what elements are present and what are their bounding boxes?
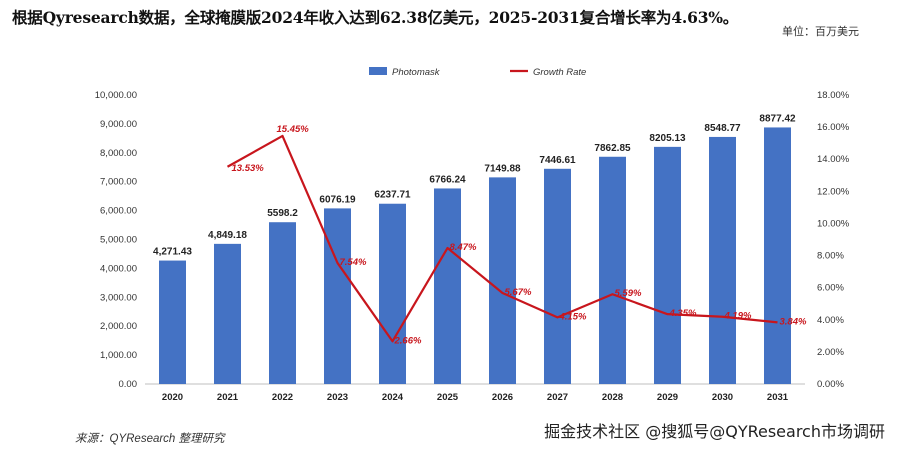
left-axis-tick-label: 0.00 [119, 379, 138, 390]
left-axis-tick-label: 3,000.00 [100, 292, 137, 303]
right-axis-tick-label: 16.00% [817, 122, 850, 133]
legend-swatch-photomask [369, 67, 387, 75]
x-axis-tick-label: 2020 [162, 392, 183, 403]
x-axis-tick-label: 2024 [382, 392, 404, 403]
left-axis-tick-label: 10,000.00 [95, 90, 137, 101]
left-axis-tick-label: 6,000.00 [100, 206, 137, 217]
line-value-label: 4.15% [559, 311, 587, 322]
bar-photomask [159, 260, 186, 384]
bar-value-label: 7149.88 [484, 163, 521, 174]
x-axis-tick-label: 2030 [712, 392, 733, 403]
line-value-label: 7.54% [340, 257, 367, 268]
x-axis-tick-label: 2031 [767, 392, 789, 403]
bar-photomask [599, 156, 626, 384]
right-axis-tick-label: 10.00% [817, 218, 850, 229]
x-axis-tick-label: 2022 [272, 392, 293, 403]
x-axis-tick-label: 2026 [492, 392, 513, 403]
line-value-label: 15.45% [277, 124, 310, 135]
x-axis-tick-label: 2021 [217, 392, 239, 403]
bar-value-label: 7862.85 [594, 143, 631, 154]
bar-photomask [544, 168, 571, 384]
source-label: 来源：QYResearch 整理研究 [75, 433, 225, 445]
bar-photomask [379, 203, 406, 384]
x-axis-tick-label: 2023 [327, 392, 348, 403]
left-axis-tick-label: 8,000.00 [100, 148, 137, 159]
page-title: 根据Qyresearch数据，全球掩膜版2024年收入达到62.38亿美元，20… [12, 8, 739, 27]
right-axis-tick-label: 14.00% [817, 154, 850, 165]
bar-value-label: 5598.2 [267, 208, 298, 219]
left-axis-tick-label: 2,000.00 [100, 321, 137, 332]
bar-value-label: 6076.19 [319, 194, 356, 205]
left-axis-tick-label: 9,000.00 [100, 119, 137, 130]
line-value-label: 4.19% [724, 311, 752, 322]
bar-value-label: 7446.61 [539, 155, 576, 166]
bar-value-label: 8548.77 [704, 123, 741, 134]
line-value-label: 3.84% [780, 316, 807, 327]
right-axis-tick-label: 18.00% [817, 90, 850, 101]
bar-photomask [269, 222, 296, 384]
line-value-label: 5.67% [505, 287, 532, 298]
right-axis-tick-label: 0.00% [817, 379, 844, 390]
right-axis-tick-label: 2.00% [817, 347, 844, 358]
bar-value-label: 6766.24 [429, 174, 466, 185]
watermark: 掘金技术社区 @搜狐号@QYResearch市场调研 [544, 422, 885, 441]
bar-value-label: 8877.42 [759, 113, 796, 124]
line-value-label: 13.53% [232, 163, 265, 174]
bar-photomask [764, 127, 791, 384]
legend-label-growth-rate: Growth Rate [533, 67, 586, 78]
x-axis-tick-label: 2025 [437, 392, 459, 403]
left-axis-tick-label: 7,000.00 [100, 177, 137, 188]
bar-photomask [434, 188, 461, 384]
bar-value-label: 4,849.18 [208, 230, 247, 241]
x-axis-tick-label: 2028 [602, 392, 623, 403]
right-axis-tick-label: 12.00% [817, 186, 850, 197]
bar-photomask [324, 208, 351, 384]
x-axis-tick-label: 2027 [547, 392, 568, 403]
line-value-label: 5.59% [615, 288, 642, 299]
right-axis-tick-label: 4.00% [817, 315, 844, 326]
line-value-label: 2.66% [394, 335, 422, 346]
left-axis-tick-label: 4,000.00 [100, 263, 137, 274]
line-growth-rate [226, 134, 778, 343]
left-axis-tick-label: 1,000.00 [100, 350, 137, 361]
bar-photomask [654, 146, 681, 384]
bar-value-label: 4,271.43 [153, 247, 192, 258]
x-axis-tick-label: 2029 [657, 392, 678, 403]
left-axis-tick-label: 5,000.00 [100, 235, 137, 246]
line-value-label: 4.35% [669, 308, 697, 319]
bar-photomask [489, 177, 516, 384]
bar-photomask [709, 136, 736, 384]
unit-label: 单位：百万美元 [782, 25, 859, 38]
line-value-label: 8.47% [450, 242, 477, 253]
bar-value-label: 6237.71 [374, 190, 411, 201]
legend-label-photomask: Photomask [392, 67, 441, 78]
bar-photomask [214, 243, 241, 384]
right-axis-tick-label: 6.00% [817, 283, 844, 294]
right-axis-tick-label: 8.00% [817, 251, 844, 262]
bar-value-label: 8205.13 [649, 133, 686, 144]
